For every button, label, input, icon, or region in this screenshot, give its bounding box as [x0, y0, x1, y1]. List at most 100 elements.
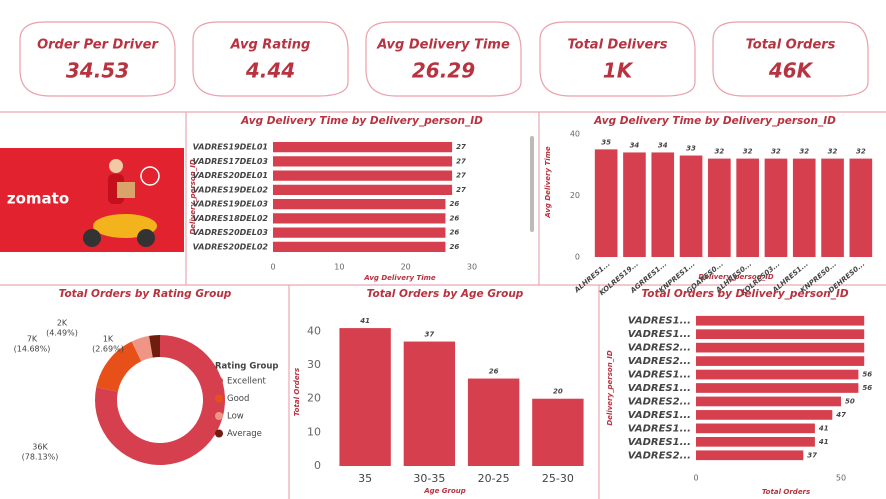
- kpi-label: Total Orders: [746, 38, 836, 53]
- y-tick-label: 0: [575, 253, 580, 262]
- y-tick-label: VADRES18DEL02: [193, 214, 269, 223]
- data-label: 33: [686, 145, 696, 153]
- x-axis-label: Delivery_person_ID: [698, 273, 773, 281]
- data-label: 32: [856, 148, 866, 156]
- bar: [273, 141, 453, 153]
- chart-title: Avg Delivery Time by Delivery_person_ID: [593, 115, 836, 127]
- bar: [736, 158, 759, 257]
- data-label: 37: [807, 451, 817, 459]
- data-label: 32: [743, 148, 753, 156]
- kpi-card: [712, 21, 869, 97]
- bar: [764, 158, 788, 257]
- x-tick-label: 50: [836, 474, 846, 483]
- x-tick-label: 35: [358, 472, 372, 485]
- legend-swatch: [215, 412, 223, 420]
- bar: [696, 383, 859, 393]
- bar: [696, 369, 859, 380]
- kpi-card: [19, 21, 176, 97]
- data-label: 41: [360, 317, 370, 325]
- data-label: 32: [771, 148, 781, 156]
- x-tick-label: 10: [334, 263, 344, 272]
- y-tick-label: VADRES17DEL03: [193, 157, 269, 166]
- y-tick-label: 40: [570, 130, 580, 139]
- y-tick-label: 30: [307, 358, 321, 371]
- y-axis-label: Avg Delivery Time: [544, 146, 552, 219]
- bar: [696, 396, 841, 407]
- kpi-label: Order Per Driver: [37, 38, 159, 53]
- chart-title: Total Orders by Rating Group: [59, 288, 232, 300]
- data-label: 32: [828, 148, 838, 156]
- data-label: 41: [819, 424, 829, 432]
- bar: [273, 241, 446, 253]
- count-label: 2K: [57, 319, 68, 328]
- kpi-card: [365, 21, 522, 97]
- y-tick-label: VADRES1...: [628, 329, 691, 340]
- bar: [696, 329, 865, 340]
- data-label: 56: [862, 384, 872, 392]
- kpi-label: Total Delivers: [567, 38, 667, 53]
- scrollbar[interactable]: [530, 136, 534, 232]
- y-tick-label: 40: [307, 324, 321, 337]
- data-label: 26: [449, 214, 459, 222]
- y-tick-label: VADRES2...: [628, 343, 691, 354]
- logo: zomato: [0, 148, 184, 252]
- bar: [696, 423, 815, 434]
- y-tick-label: VADRES2...: [628, 356, 691, 367]
- legend-swatch: [215, 394, 223, 403]
- y-tick-label: VADRES19DEL02: [193, 185, 269, 194]
- data-label: 20: [553, 388, 563, 396]
- y-tick-label: VADRES19DEL03: [193, 200, 269, 209]
- legend-label: Excellent: [227, 377, 266, 387]
- bar: [339, 328, 391, 466]
- data-label: 41: [819, 438, 829, 446]
- bar: [623, 152, 646, 257]
- data-label: 34: [630, 141, 640, 149]
- data-label: 37: [425, 331, 435, 339]
- data-label: 27: [456, 157, 466, 165]
- bar: [696, 315, 865, 326]
- count-label: 7K: [27, 335, 38, 344]
- data-label: 27: [456, 172, 466, 180]
- chart-title: Total Orders by Delivery_person_ID: [641, 288, 848, 300]
- data-label: 27: [456, 186, 466, 194]
- legend-label: Low: [227, 412, 244, 422]
- bar: [696, 342, 865, 353]
- y-tick-label: VADRES20DEL01: [193, 171, 268, 180]
- legend-title: Rating Group: [215, 362, 279, 372]
- x-axis-label: Avg Delivery Time: [363, 274, 436, 282]
- y-tick-label: VADRES1...: [628, 437, 691, 448]
- data-label: 35: [601, 138, 611, 146]
- data-label: 26: [449, 200, 459, 208]
- data-label: (14.68%): [14, 345, 51, 354]
- data-label: 26: [489, 368, 499, 376]
- kpi-value: 34.53: [66, 59, 129, 83]
- chart-title: Total Orders by Age Group: [367, 288, 524, 300]
- data-label: 50: [845, 397, 855, 405]
- y-tick-label: 10: [307, 425, 321, 438]
- y-tick-label: VADRES1...: [628, 423, 691, 434]
- logo-text: zomato: [7, 190, 69, 208]
- data-label: (4.49%): [46, 329, 78, 338]
- y-tick-label: VADRES20DEL03: [193, 228, 269, 237]
- bar: [679, 155, 703, 257]
- x-axis-label: Age Group: [423, 487, 466, 495]
- bar: [273, 170, 453, 181]
- data-label: 26: [449, 243, 459, 251]
- donut-slice: [96, 341, 142, 392]
- data-label: 27: [456, 143, 466, 151]
- x-tick-label: 20: [401, 263, 411, 272]
- bar: [273, 198, 446, 210]
- y-tick-label: VADRES1...: [628, 410, 691, 421]
- bar: [708, 158, 731, 257]
- y-tick-label: VADRES20DEL02: [193, 242, 269, 251]
- bar: [273, 156, 453, 167]
- y-axis-label: Delivery_person_ID: [606, 350, 614, 425]
- data-label: (2.69%): [92, 345, 124, 354]
- donut-slice: [149, 335, 160, 358]
- chart-title: Avg Delivery Time by Delivery_person_ID: [240, 115, 483, 127]
- y-axis-label: Total Orders: [293, 368, 301, 416]
- legend-swatch: [215, 377, 223, 385]
- data-label: 26: [449, 229, 459, 237]
- y-tick-label: VADRES1...: [628, 370, 691, 381]
- data-label: 32: [714, 148, 724, 156]
